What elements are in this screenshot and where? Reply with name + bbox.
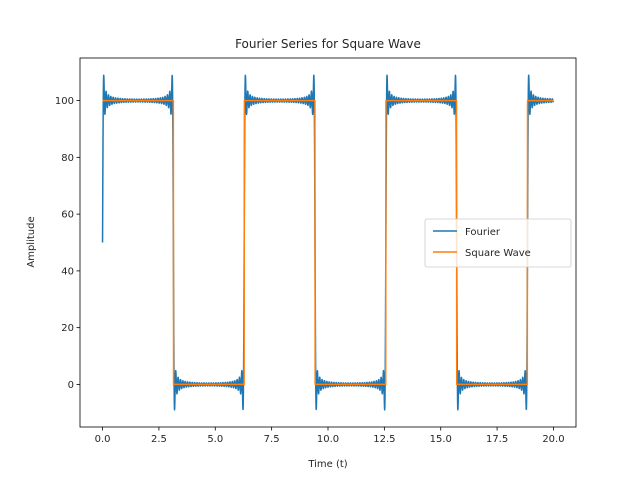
x-axis: 0.0 2.5 5.0 7.5 10.0 12.5 15.0 17.5 20.0 <box>95 427 565 445</box>
x-tick-label: 5.0 <box>207 434 223 445</box>
y-tick-label: 40 <box>61 266 74 277</box>
x-tick-label: 2.5 <box>151 434 167 445</box>
x-tick-label: 0.0 <box>95 434 111 445</box>
x-tick-label: 17.5 <box>486 434 508 445</box>
y-tick-label: 80 <box>61 153 74 164</box>
series-line-fourier <box>101 74 555 411</box>
y-tick-label: 100 <box>55 96 74 107</box>
x-axis-label: Time (t) <box>307 459 347 470</box>
legend-label-square-wave: Square Wave <box>465 248 531 259</box>
x-tick-label: 20.0 <box>542 434 564 445</box>
y-tick-label: 0 <box>68 380 74 391</box>
x-tick-label: 12.5 <box>373 434 395 445</box>
legend-box <box>424 218 572 268</box>
legend-label-fourier: Fourier <box>465 227 501 238</box>
y-tick-label: 60 <box>61 210 74 221</box>
x-tick-label: 15.0 <box>430 434 452 445</box>
y-axis: 0 20 40 60 80 100 <box>55 96 80 391</box>
y-axis-label: Amplitude <box>26 216 37 267</box>
chart-title: Fourier Series for Square Wave <box>235 37 421 51</box>
x-tick-label: 7.5 <box>264 434 280 445</box>
legend: Fourier Square Wave <box>424 218 572 268</box>
plot-area <box>101 74 555 411</box>
y-tick-label: 20 <box>61 323 74 334</box>
series-line-square-wave <box>102 99 554 386</box>
x-tick-label: 10.0 <box>317 434 339 445</box>
